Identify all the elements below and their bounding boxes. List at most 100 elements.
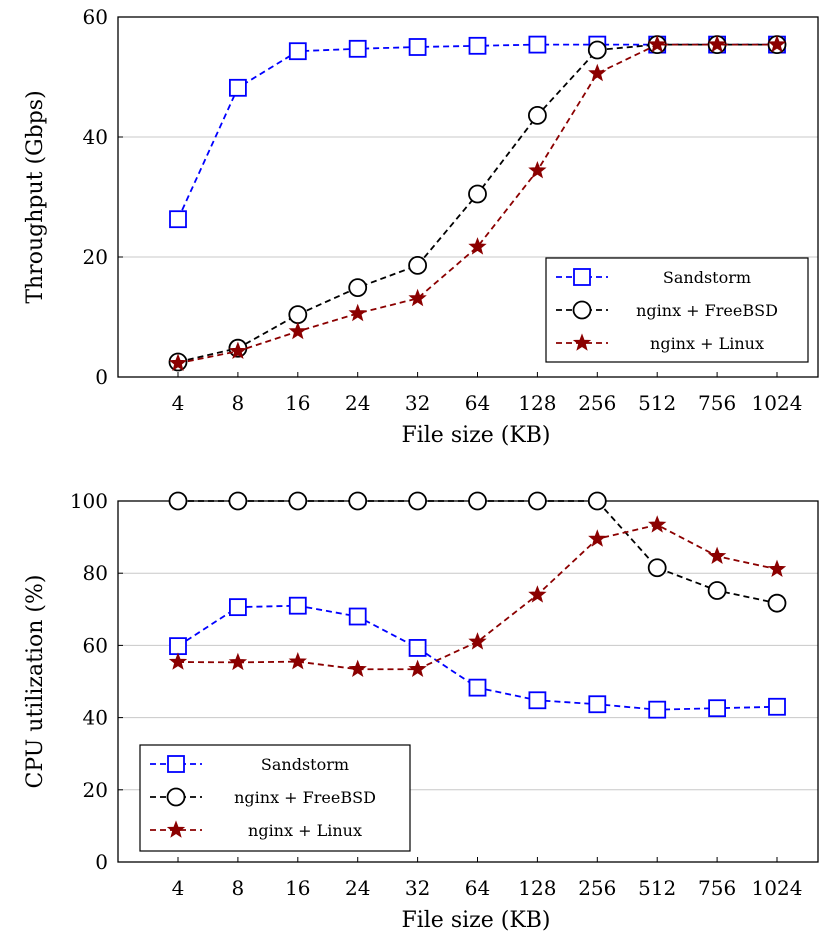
x-tick-label: 24 [345, 876, 370, 900]
x-tick-label: 1024 [752, 391, 803, 415]
series-line [177, 523, 778, 671]
legend-label: Sandstorm [261, 755, 349, 774]
legend-marker [167, 755, 185, 773]
x-tick-label: 8 [232, 391, 245, 415]
series-line [177, 43, 777, 365]
data-point [228, 652, 248, 671]
data-point [348, 39, 367, 58]
data-point [348, 659, 367, 678]
series-line [178, 500, 778, 605]
y-tick-label: 20 [83, 245, 108, 269]
data-point [408, 38, 427, 56]
legend-marker [572, 300, 592, 320]
data-point [408, 288, 427, 307]
data-point [468, 184, 487, 204]
data-point [767, 593, 787, 613]
y-tick-label: 40 [83, 125, 108, 149]
series-star [168, 515, 787, 678]
data-point [288, 42, 307, 61]
data-point [348, 303, 367, 322]
data-point [348, 491, 368, 511]
data-point [588, 529, 607, 547]
data-point [588, 63, 607, 82]
x-tick-label: 8 [232, 876, 245, 900]
y-tick-label: 80 [83, 561, 108, 585]
data-point [648, 515, 667, 533]
data-point [588, 695, 607, 714]
x-tick-label: 64 [465, 391, 490, 415]
x-tick-label: 512 [638, 876, 676, 900]
legend-label: Sandstorm [663, 268, 751, 287]
data-point [708, 699, 726, 718]
legend-marker [573, 268, 591, 286]
data-point [767, 34, 787, 53]
data-point [228, 598, 247, 617]
legend: Sandstorm nginx + FreeBSD nginx + Linux [139, 744, 411, 852]
x-tick-label: 128 [518, 391, 556, 415]
y-tick-label: 0 [95, 850, 108, 874]
data-point [228, 341, 248, 359]
data-point [168, 353, 188, 371]
x-tick-label: 756 [698, 876, 736, 900]
data-point [408, 255, 428, 275]
data-point [528, 106, 547, 125]
data-point [288, 652, 307, 670]
data-point [707, 581, 727, 600]
data-point [528, 160, 547, 179]
data-point [648, 700, 667, 719]
data-point [288, 596, 307, 615]
series-square [169, 596, 786, 719]
data-point [169, 210, 187, 229]
legend-marker [572, 333, 592, 351]
series-circle [168, 491, 787, 613]
data-point [587, 491, 607, 511]
x-tick-label: 256 [578, 876, 616, 900]
x-tick-label: 128 [518, 876, 556, 900]
data-point [768, 697, 786, 716]
x-axis-label: File size (KB) [401, 423, 550, 448]
data-point [408, 491, 428, 511]
data-point [528, 691, 547, 710]
data-point [528, 585, 547, 603]
series-star [168, 34, 787, 371]
data-point [408, 659, 427, 678]
data-point [348, 607, 367, 626]
data-point [288, 321, 307, 340]
y-tick-label: 100 [70, 489, 108, 513]
data-point [468, 632, 487, 650]
x-tick-label: 4 [172, 391, 185, 415]
data-point [528, 35, 547, 54]
x-tick-label: 16 [285, 391, 310, 415]
y-tick-label: 40 [83, 706, 108, 730]
x-tick-label: 512 [638, 391, 676, 415]
data-point [707, 546, 727, 565]
data-point [169, 637, 187, 656]
legend-marker [166, 787, 186, 807]
data-point [168, 652, 188, 670]
x-tick-label: 24 [345, 391, 370, 415]
plot-frame [117, 16, 819, 378]
data-point [288, 305, 308, 325]
x-tick-label: 756 [698, 391, 736, 415]
x-tick-label: 4 [172, 876, 185, 900]
legend-label: nginx + Linux [248, 821, 362, 840]
legend-label: nginx + FreeBSD [636, 301, 778, 320]
data-point [647, 558, 667, 578]
x-tick-label: 256 [578, 391, 616, 415]
data-point [767, 559, 787, 578]
legend: Sandstorm nginx + FreeBSD nginx + Linux [545, 257, 809, 363]
x-tick-label: 32 [405, 876, 430, 900]
y-tick-label: 60 [83, 5, 108, 29]
x-tick-label: 16 [285, 876, 310, 900]
y-axis-label: Throughput (Gbps) [23, 90, 48, 303]
data-point [228, 491, 248, 511]
x-tick-label: 1024 [752, 876, 803, 900]
data-point [408, 639, 427, 657]
throughput-chart: 0 20 40 60 4 8 16 24 32 64 128 256 512 756 1024 File si… [23, 5, 819, 448]
legend-label: nginx + FreeBSD [234, 788, 376, 807]
data-point [468, 491, 487, 511]
cpu-utilization-chart: 0 20 40 60 80 100 4 8 16 24 32 64 128 256 512 756 1024 Fi… [23, 489, 819, 933]
legend-label: nginx + Linux [650, 334, 764, 353]
data-point [468, 678, 487, 697]
